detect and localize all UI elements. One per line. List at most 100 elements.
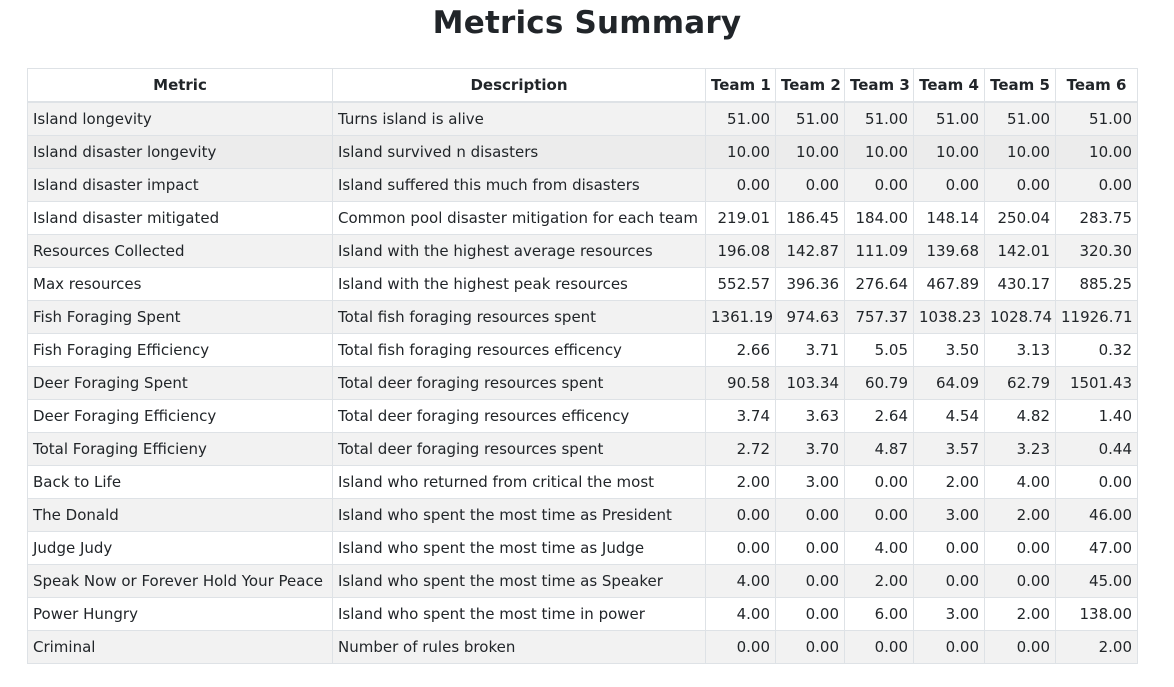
team-5-value-cell: 4.00: [984, 465, 1056, 499]
column-header-team-1: Team 1: [705, 68, 776, 103]
table-row: Deer Foraging Efficiency Total deer forag…: [27, 399, 1138, 433]
team-2-value-cell: 3.70: [775, 432, 845, 466]
team-6-value-cell: 10.00: [1055, 135, 1138, 169]
team-3-value-cell: 2.00: [844, 564, 914, 598]
team-1-value-cell: 2.00: [705, 465, 776, 499]
team-1-value-cell: 0.00: [705, 630, 776, 664]
team-6-value-cell: 46.00: [1055, 498, 1138, 532]
team-1-value-cell: 4.00: [705, 564, 776, 598]
description-cell: Island who spent the most time in power: [332, 597, 706, 631]
team-5-value-cell: 3.13: [984, 333, 1056, 367]
team-6-value-cell: 1.40: [1055, 399, 1138, 433]
team-4-value-cell: 467.89: [913, 267, 985, 301]
team-3-value-cell: 51.00: [844, 101, 914, 136]
description-cell: Island with the highest average resource…: [332, 234, 706, 268]
team-1-value-cell: 0.00: [705, 498, 776, 532]
team-1-value-cell: 10.00: [705, 135, 776, 169]
team-4-value-cell: 3.57: [913, 432, 985, 466]
team-2-value-cell: 103.34: [775, 366, 845, 400]
team-6-value-cell: 138.00: [1055, 597, 1138, 631]
team-2-value-cell: 396.36: [775, 267, 845, 301]
team-4-value-cell: 3.00: [913, 498, 985, 532]
team-5-value-cell: 0.00: [984, 168, 1056, 202]
metric-cell: Deer Foraging Efficiency: [27, 399, 333, 433]
team-2-value-cell: 0.00: [775, 630, 845, 664]
metrics-table: Metric Description Team 1 Team 2 Team 3 Team …: [27, 68, 1138, 664]
team-6-value-cell: 1501.43: [1055, 366, 1138, 400]
team-4-value-cell: 2.00: [913, 465, 985, 499]
team-1-value-cell: 1361.19: [705, 300, 776, 334]
metric-cell: Island disaster mitigated: [27, 201, 333, 235]
team-5-value-cell: 2.00: [984, 498, 1056, 532]
team-6-value-cell: 320.30: [1055, 234, 1138, 268]
team-5-value-cell: 0.00: [984, 630, 1056, 664]
table-row: Resources Collected Island with the highe…: [27, 234, 1138, 268]
team-3-value-cell: 757.37: [844, 300, 914, 334]
team-4-value-cell: 4.54: [913, 399, 985, 433]
metric-cell: Island disaster impact: [27, 168, 333, 202]
team-1-value-cell: 2.72: [705, 432, 776, 466]
team-4-value-cell: 0.00: [913, 531, 985, 565]
column-header-team-4: Team 4: [913, 68, 985, 103]
description-cell: Total deer foraging resources spent: [332, 366, 706, 400]
description-cell: Total deer foraging resources spent: [332, 432, 706, 466]
team-6-value-cell: 2.00: [1055, 630, 1138, 664]
team-1-value-cell: 90.58: [705, 366, 776, 400]
team-3-value-cell: 4.87: [844, 432, 914, 466]
metric-cell: Island disaster longevity: [27, 135, 333, 169]
team-2-value-cell: 3.00: [775, 465, 845, 499]
column-header-team-5: Team 5: [984, 68, 1056, 103]
team-1-value-cell: 2.66: [705, 333, 776, 367]
description-cell: Common pool disaster mitigation for each…: [332, 201, 706, 235]
team-1-value-cell: 0.00: [705, 168, 776, 202]
column-header-team-2: Team 2: [775, 68, 845, 103]
team-1-value-cell: 196.08: [705, 234, 776, 268]
header-row: Metric Description Team 1 Team 2 Team 3 Team …: [27, 68, 1138, 103]
team-5-value-cell: 51.00: [984, 101, 1056, 136]
team-3-value-cell: 6.00: [844, 597, 914, 631]
team-3-value-cell: 5.05: [844, 333, 914, 367]
column-header-metric: Metric: [27, 68, 333, 103]
team-6-value-cell: 0.00: [1055, 465, 1138, 499]
metric-cell: Resources Collected: [27, 234, 333, 268]
description-cell: Island who spent the most time as Judge: [332, 531, 706, 565]
team-6-value-cell: 885.25: [1055, 267, 1138, 301]
table-row: Back to Life Island who returned from cri…: [27, 465, 1138, 499]
metrics-table-container: Metric Description Team 1 Team 2 Team 3 Team …: [27, 68, 1138, 664]
team-2-value-cell: 0.00: [775, 564, 845, 598]
team-5-value-cell: 0.00: [984, 531, 1056, 565]
description-cell: Island who spent the most time as Presid…: [332, 498, 706, 532]
metric-cell: Power Hungry: [27, 597, 333, 631]
table-row: Total Foraging Efficieny Total deer forag…: [27, 432, 1138, 466]
team-4-value-cell: 139.68: [913, 234, 985, 268]
metric-cell: Criminal: [27, 630, 333, 664]
metric-cell: Max resources: [27, 267, 333, 301]
team-4-value-cell: 0.00: [913, 630, 985, 664]
team-2-value-cell: 142.87: [775, 234, 845, 268]
column-header-team-3: Team 3: [844, 68, 914, 103]
metric-cell: Island longevity: [27, 101, 333, 136]
team-1-value-cell: 552.57: [705, 267, 776, 301]
team-4-value-cell: 3.00: [913, 597, 985, 631]
team-3-value-cell: 0.00: [844, 630, 914, 664]
team-4-value-cell: 0.00: [913, 168, 985, 202]
team-1-value-cell: 219.01: [705, 201, 776, 235]
team-3-value-cell: 2.64: [844, 399, 914, 433]
team-2-value-cell: 0.00: [775, 168, 845, 202]
team-5-value-cell: 142.01: [984, 234, 1056, 268]
table-row: Fish Foraging Spent Total fish foraging r…: [27, 300, 1138, 334]
team-6-value-cell: 51.00: [1055, 101, 1138, 136]
table-row: Criminal Number of rules broken 0.00 0.00 0.…: [27, 630, 1138, 664]
metric-cell: Fish Foraging Spent: [27, 300, 333, 334]
team-4-value-cell: 0.00: [913, 564, 985, 598]
description-cell: Total fish foraging resources spent: [332, 300, 706, 334]
table-row: Fish Foraging Efficiency Total fish forag…: [27, 333, 1138, 367]
team-1-value-cell: 0.00: [705, 531, 776, 565]
description-cell: Total deer foraging resources efficency: [332, 399, 706, 433]
team-3-value-cell: 276.64: [844, 267, 914, 301]
team-5-value-cell: 0.00: [984, 564, 1056, 598]
description-cell: Island suffered this much from disasters: [332, 168, 706, 202]
team-5-value-cell: 250.04: [984, 201, 1056, 235]
team-2-value-cell: 10.00: [775, 135, 845, 169]
description-cell: Number of rules broken: [332, 630, 706, 664]
